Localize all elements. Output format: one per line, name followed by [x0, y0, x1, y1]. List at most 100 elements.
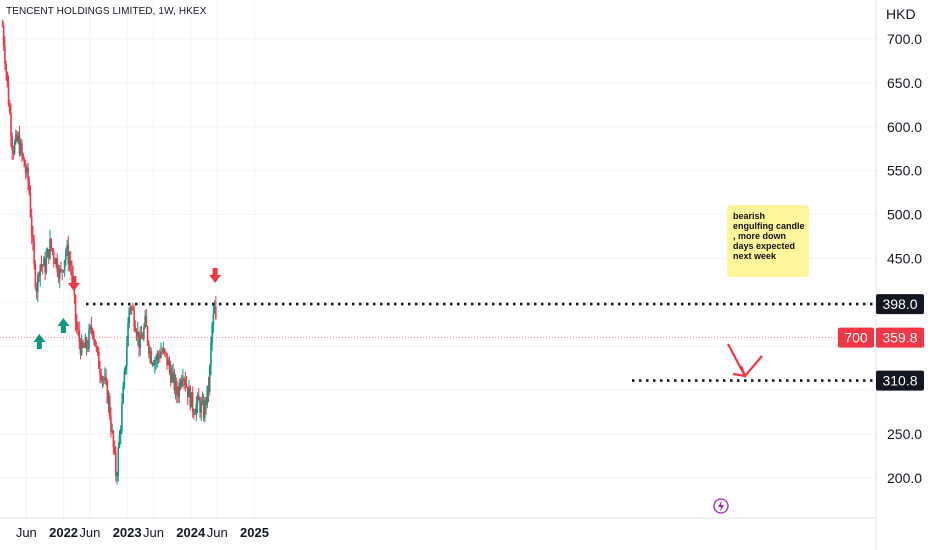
time-tick: Jun	[16, 525, 37, 540]
candle-body	[143, 327, 145, 339]
candle-body	[129, 308, 132, 310]
candle-body	[173, 372, 176, 391]
candle-body	[124, 365, 127, 372]
candle-body	[186, 386, 189, 398]
candle-body	[7, 82, 10, 105]
candle-body	[112, 431, 115, 448]
signal-arrows[interactable]	[33, 268, 222, 349]
candle-body	[165, 351, 167, 354]
candle-body	[215, 306, 217, 319]
candle-body	[190, 392, 193, 408]
candle-body	[95, 346, 98, 348]
candle-body	[26, 167, 28, 173]
candle-body	[85, 338, 88, 349]
candle-body	[18, 135, 21, 154]
down-arrow-icon	[67, 276, 80, 291]
candle-body	[106, 381, 109, 403]
candle-body	[123, 371, 126, 387]
candle-body	[5, 63, 7, 73]
annotation-note[interactable]: bearish engulfing candle , more down day…	[727, 205, 809, 277]
candle-body	[57, 272, 60, 279]
candle-body	[151, 363, 154, 365]
time-tick: 2024	[176, 525, 206, 540]
candle-body	[96, 346, 99, 352]
price-axis-border	[0, 0, 877, 550]
candle-body	[158, 355, 161, 358]
price-tick: 600.0	[887, 119, 922, 135]
candle-body	[147, 342, 150, 354]
price-tick: 450.0	[887, 250, 922, 266]
currency-label: HKD	[886, 6, 916, 22]
candle-body	[167, 360, 170, 366]
candle-body	[39, 264, 42, 277]
candle-body	[38, 275, 40, 277]
candle-body	[179, 382, 182, 387]
candle-body	[10, 112, 12, 138]
candle-body	[27, 167, 29, 182]
svg-text:398.0: 398.0	[882, 296, 917, 312]
candle-body	[34, 263, 37, 287]
price-tick: 200.0	[887, 470, 922, 486]
candle-body	[45, 257, 48, 273]
candle-body	[136, 331, 139, 337]
candle-body	[193, 411, 195, 415]
candle-body	[121, 403, 123, 430]
candle-body	[33, 241, 35, 264]
candle-body	[40, 264, 43, 266]
time-axis-labels: Jun 2022 Jun 2023 Jun 2024 Jun 2025	[16, 525, 269, 540]
price-tick: 500.0	[887, 207, 922, 223]
candle-body	[84, 338, 87, 349]
candle-body	[176, 381, 178, 395]
candle-body	[189, 386, 192, 408]
candle-body	[51, 248, 54, 252]
candle-body	[163, 348, 166, 352]
last-price-badge: 359.8	[876, 327, 924, 348]
candle-body	[71, 265, 73, 276]
candle-body	[188, 386, 190, 398]
candle-body	[19, 143, 22, 154]
candle-body	[208, 366, 211, 392]
candle-body	[152, 363, 155, 365]
candle-body	[41, 265, 44, 267]
volume-badge: 700	[838, 327, 874, 348]
candle-body	[111, 431, 113, 433]
candles[interactable]	[1, 19, 217, 485]
candle-body	[30, 216, 33, 236]
candle-body	[58, 268, 61, 279]
candle-body	[204, 400, 206, 419]
candle-body	[15, 134, 17, 143]
candle-body	[168, 360, 171, 370]
candle-body	[8, 104, 11, 113]
candle-body	[133, 309, 135, 327]
candle-body	[122, 386, 124, 404]
candle-body	[94, 339, 96, 347]
candle-body	[52, 251, 55, 260]
candle-body	[197, 395, 200, 401]
candle-body	[62, 270, 65, 272]
candle-body	[79, 341, 82, 355]
lightning-icon[interactable]	[713, 498, 729, 514]
candle-body	[12, 149, 15, 154]
horizontal-levels[interactable]	[86, 302, 876, 382]
candle-body	[65, 251, 67, 261]
projection-arrow[interactable]	[727, 343, 763, 378]
candle-body	[177, 394, 179, 397]
chart-grid	[0, 0, 876, 518]
down-arrow-icon	[209, 268, 222, 283]
candle-body	[55, 258, 57, 265]
candle-body	[213, 306, 216, 314]
candle-body	[178, 382, 181, 397]
time-tick: 2022	[49, 525, 78, 540]
candle-body	[78, 330, 81, 342]
candle-body	[183, 379, 185, 381]
level-price-badge: 310.8	[876, 370, 924, 391]
candle-body	[16, 134, 18, 141]
candle-body	[182, 379, 184, 381]
candle-body	[160, 351, 162, 358]
svg-text:359.8: 359.8	[882, 330, 917, 346]
candle-body	[139, 335, 142, 348]
time-tick: Jun	[207, 525, 228, 540]
candle-body	[47, 249, 50, 259]
candle-body	[37, 275, 39, 293]
